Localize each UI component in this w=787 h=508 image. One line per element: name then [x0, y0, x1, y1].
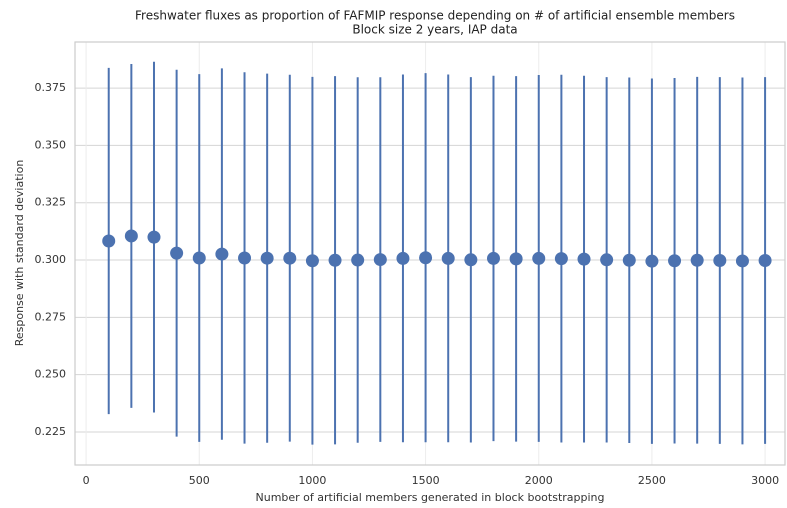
- point: [464, 253, 478, 267]
- point: [260, 251, 274, 265]
- y-tick-label: 0.275: [35, 310, 67, 323]
- point: [554, 252, 568, 266]
- x-tick-label: 1000: [298, 474, 326, 487]
- point: [509, 252, 523, 266]
- point: [690, 253, 704, 267]
- point: [622, 253, 636, 267]
- y-tick-label: 0.225: [35, 425, 67, 438]
- point: [645, 254, 659, 268]
- plot-frame: [74, 41, 786, 466]
- point: [192, 251, 206, 265]
- point: [758, 253, 772, 267]
- point: [147, 230, 161, 244]
- point: [283, 251, 297, 265]
- point: [735, 254, 749, 268]
- point: [668, 254, 682, 268]
- y-tick-label: 0.325: [35, 196, 67, 209]
- point: [238, 251, 252, 265]
- point: [600, 253, 614, 267]
- point: [419, 251, 433, 265]
- y-tick-label: 0.250: [35, 368, 67, 381]
- point: [124, 229, 138, 243]
- x-tick-label: 2000: [525, 474, 553, 487]
- y-tick-label: 0.300: [35, 253, 67, 266]
- point: [305, 254, 319, 268]
- x-tick-label: 1500: [412, 474, 440, 487]
- y-tick-label: 0.375: [35, 81, 67, 94]
- point: [102, 234, 116, 248]
- chart-title: Freshwater fluxes as proportion of FAFMI…: [135, 9, 735, 23]
- point: [328, 253, 342, 267]
- x-tick-label: 2500: [638, 474, 666, 487]
- x-axis-label: Number of artificial members generated i…: [256, 491, 605, 504]
- x-tick-label: 0: [83, 474, 90, 487]
- point: [441, 251, 455, 265]
- y-tick-label: 0.350: [35, 138, 67, 151]
- point: [170, 246, 184, 260]
- point: [577, 252, 591, 266]
- point: [486, 251, 500, 265]
- point: [396, 251, 410, 265]
- point: [373, 253, 387, 267]
- y-axis-label: Response with standard deviation: [13, 160, 26, 347]
- x-tick-label: 3000: [751, 474, 779, 487]
- point: [351, 253, 365, 267]
- chart-subtitle: Block size 2 years, IAP data: [352, 23, 517, 37]
- point: [215, 247, 229, 261]
- point: [713, 253, 727, 267]
- x-tick-label: 500: [189, 474, 210, 487]
- point: [532, 251, 546, 265]
